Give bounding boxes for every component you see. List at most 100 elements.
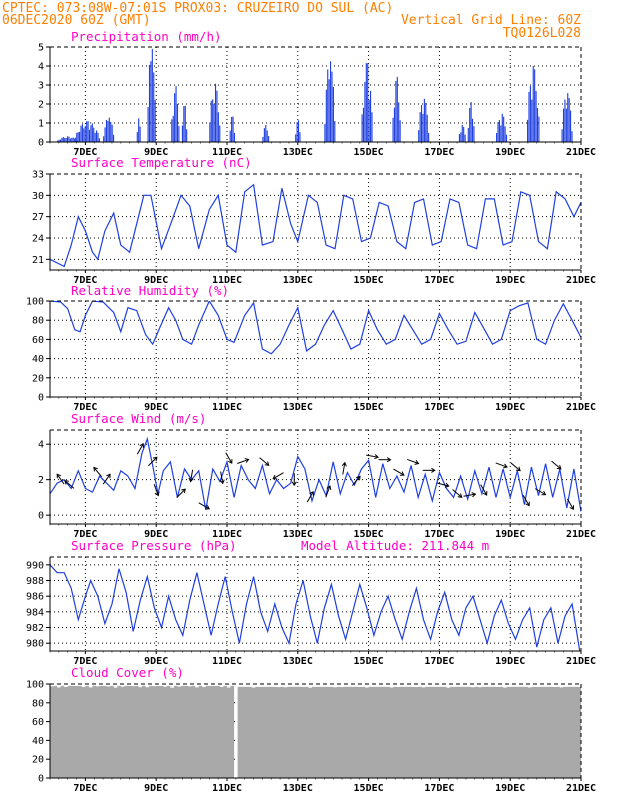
cloud-gap [361,684,366,685]
precip-bar [86,121,88,142]
cloud-gap [71,684,75,686]
wind-arrow-shaft [534,488,546,496]
cloud-gap [170,684,174,688]
x-tick-label: 9DEC [144,529,168,540]
precip-bar [76,132,78,142]
precip-bar [371,112,373,142]
y-tick-label: 980 [26,639,44,650]
precip-bar [175,86,177,142]
precip-bar [500,125,502,142]
cloud-gap [573,684,578,686]
wind-arrow-shaft [437,482,449,487]
cloud-gap [488,684,493,686]
wind-arrow-head [227,459,233,464]
x-tick-label: 11DEC [212,275,242,286]
wind-arrows [56,443,575,511]
cloud-gap [276,684,281,688]
cloud-gap [485,684,489,687]
wind-arrow-head [154,491,160,497]
y-tick-label: 27 [32,212,44,223]
cloud-gap [333,684,337,688]
cloud-gap [563,684,567,686]
cloud-gap [184,684,189,686]
cloud-gap [319,684,323,686]
wind-arrow-shaft [463,493,476,497]
panel-title: Relative Humidity (%) [71,283,229,298]
cloud-gap [538,684,543,686]
precip-bar [505,134,508,142]
precip-bar [77,132,79,142]
cloud-gap [96,684,100,687]
cloud-gap [534,684,539,687]
cloud-gap [81,684,86,687]
precip-bar [172,115,174,142]
precip-bar [171,119,173,142]
x-tick-label: 7DEC [73,656,97,667]
cloud-gap [127,684,132,686]
y-tick-label: 0 [38,511,44,522]
wind-arrow-shaft [259,457,270,466]
precip-bar [469,107,471,142]
precip-bar [57,140,59,142]
cloud-gap [219,684,224,687]
panel-title: Cloud Cover (%) [71,665,184,680]
precip-bar [334,121,336,142]
x-tick-label: 19DEC [495,529,525,540]
series-line [50,183,581,268]
precip-bar [365,63,367,143]
precip-bar [460,132,462,142]
cloud-gap [166,684,171,685]
precip-bar [59,139,62,142]
cloud-gap [290,684,295,687]
y-tick-label: 21 [32,255,44,266]
precip-bar [527,119,529,142]
y-tick-label: 33 [32,170,44,181]
cloud-gap [411,684,415,686]
cloud-gap [315,684,320,687]
precip-bar [428,132,430,142]
wind-arrow-head [399,471,405,476]
x-tick-label: 7DEC [73,529,97,540]
precip-bar [562,108,565,142]
cloud-gap [396,684,401,687]
cloud-gap [173,684,178,686]
precip-bar [58,139,60,142]
precip-bar [297,120,300,142]
precip-bar [69,138,71,142]
precip-bar [153,72,155,142]
cloud-gap [92,684,97,686]
x-tick-label: 15DEC [354,529,384,540]
x-tick-label: 11DEC [212,783,242,794]
precip-bar [467,127,469,142]
cloud-gap [287,684,291,686]
precip-bar [96,130,98,142]
wind-arrow-shaft [136,443,144,455]
x-tick-label: 13DEC [283,147,313,158]
cloud-gap [357,684,362,687]
wind-arrow-head [181,488,186,494]
precip-bar [72,137,74,142]
cloud-gap [414,684,419,688]
wind-arrow-head [56,473,62,479]
precip-bar [91,123,93,142]
wind-arrow-shaft [551,460,562,470]
precip-bar [473,126,475,142]
cloud-gap [474,684,479,685]
cloud-gap [428,684,433,687]
cloud-fill [50,685,235,778]
cloud-gap [156,684,160,686]
wind-arrow-shaft [522,495,530,506]
cloud-gap [209,684,213,687]
x-tick-label: 17DEC [424,147,454,158]
precip-bar [80,125,82,142]
cloud-gap [103,684,107,686]
cloud-gap [64,684,68,687]
cloud-gap [524,684,528,686]
wind-arrow-head [64,480,69,485]
wind-arrow-head [569,505,575,511]
precip-bar [209,122,211,142]
y-tick-label: 60 [32,335,44,346]
x-tick-label: 13DEC [283,529,313,540]
y-tick-label: 80 [32,316,44,327]
